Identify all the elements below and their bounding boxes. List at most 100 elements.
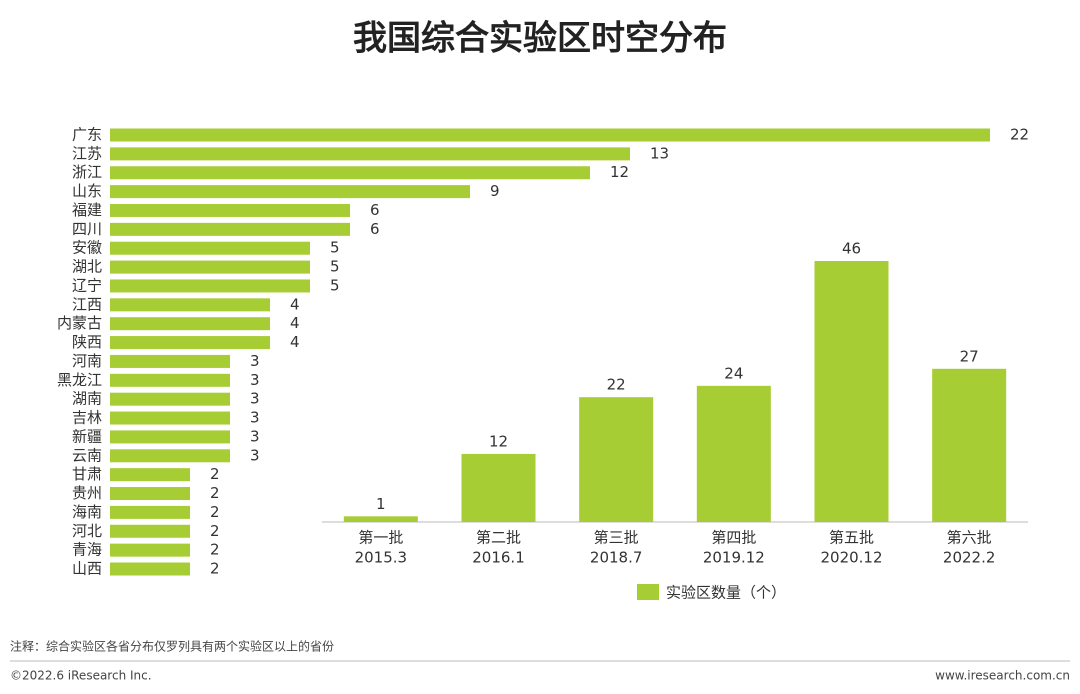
bar	[579, 397, 654, 522]
category-label: 甘肃	[72, 465, 102, 483]
bar	[110, 260, 310, 274]
value-label: 2	[210, 465, 220, 483]
value-label: 3	[250, 390, 260, 408]
category-label: 山西	[72, 560, 102, 578]
category-label: 湖北	[72, 258, 102, 276]
value-label: 5	[330, 239, 340, 257]
x-tick-label: 第六批	[947, 529, 992, 547]
x-tick-sublabel: 2022.2	[943, 549, 996, 567]
value-label: 4	[290, 314, 300, 332]
bar	[110, 203, 350, 217]
value-label: 2	[210, 560, 220, 578]
x-tick-sublabel: 2016.1	[472, 549, 525, 567]
value-label: 22	[1010, 126, 1029, 144]
x-tick-sublabel: 2019.12	[703, 549, 765, 567]
value-label: 5	[330, 258, 340, 276]
bar	[110, 562, 190, 576]
value-label: 12	[489, 432, 508, 450]
value-label: 12	[610, 163, 629, 181]
category-label: 贵州	[72, 484, 102, 502]
category-label: 吉林	[72, 409, 102, 427]
value-label: 3	[250, 446, 260, 464]
category-label: 福建	[72, 201, 102, 219]
bar	[110, 411, 230, 425]
x-tick-sublabel: 2018.7	[590, 549, 643, 567]
value-label: 22	[607, 376, 626, 394]
bar	[110, 336, 270, 350]
value-label: 6	[370, 201, 380, 219]
category-label: 陕西	[72, 333, 102, 351]
bar	[110, 373, 230, 387]
category-label: 辽宁	[72, 276, 102, 294]
bar	[110, 505, 190, 519]
bar	[696, 385, 771, 522]
category-label: 湖南	[72, 390, 102, 408]
x-tick-label: 第五批	[829, 529, 874, 547]
bar	[110, 317, 270, 331]
x-tick-label: 第二批	[476, 529, 521, 547]
bar	[110, 298, 270, 312]
legend-swatch	[637, 584, 659, 600]
bar	[110, 241, 310, 255]
bar	[110, 449, 230, 463]
category-label: 四川	[72, 220, 102, 238]
bar	[110, 468, 190, 482]
bar	[110, 543, 190, 557]
bar	[110, 524, 190, 538]
bar	[814, 261, 889, 522]
x-tick-label: 第一批	[358, 529, 403, 547]
value-label: 9	[490, 182, 500, 200]
bar	[110, 128, 990, 142]
bar	[110, 279, 310, 293]
value-label: 4	[290, 333, 300, 351]
bar	[343, 516, 418, 522]
category-label: 黑龙江	[57, 371, 102, 389]
value-label: 3	[250, 427, 260, 445]
copyright: ©2022.6 iResearch Inc.	[10, 669, 152, 683]
value-label: 6	[370, 220, 380, 238]
category-label: 河北	[72, 522, 102, 540]
bar	[110, 354, 230, 368]
category-label: 新疆	[72, 427, 102, 445]
bar	[461, 453, 536, 522]
value-label: 13	[650, 144, 669, 162]
legend-label: 实验区数量（个）	[666, 584, 786, 602]
category-label: 云南	[72, 446, 102, 464]
category-label: 山东	[72, 182, 102, 200]
x-tick-sublabel: 2020.12	[820, 549, 882, 567]
category-label: 安徽	[72, 239, 102, 257]
bar	[110, 166, 590, 180]
category-label: 浙江	[72, 163, 102, 181]
category-label: 海南	[72, 503, 102, 521]
category-label: 广东	[72, 126, 102, 144]
value-label: 3	[250, 352, 260, 370]
website: www.iresearch.com.cn	[935, 669, 1070, 683]
bar	[110, 185, 470, 199]
bar	[932, 368, 1007, 522]
value-label: 1	[376, 495, 386, 513]
x-tick-sublabel: 2015.3	[355, 549, 408, 567]
value-label: 5	[330, 276, 340, 294]
value-label: 27	[960, 347, 979, 365]
x-tick-label: 第三批	[594, 529, 639, 547]
footnote: 注释：综合实验区各省分布仅罗列具有两个实验区以上的省份	[10, 639, 334, 654]
value-label: 2	[210, 541, 220, 559]
value-label: 2	[210, 503, 220, 521]
bar	[110, 147, 630, 161]
value-label: 46	[842, 240, 861, 258]
value-label: 2	[210, 522, 220, 540]
value-label: 3	[250, 409, 260, 427]
value-label: 2	[210, 484, 220, 502]
category-label: 江西	[72, 295, 102, 313]
bar	[110, 430, 230, 444]
bar	[110, 222, 350, 236]
bar	[110, 392, 230, 406]
category-label: 河南	[72, 352, 102, 370]
value-label: 24	[724, 364, 743, 382]
category-label: 内蒙古	[57, 314, 102, 332]
category-label: 江苏	[72, 144, 102, 162]
value-label: 3	[250, 371, 260, 389]
value-label: 4	[290, 295, 300, 313]
bar	[110, 487, 190, 501]
